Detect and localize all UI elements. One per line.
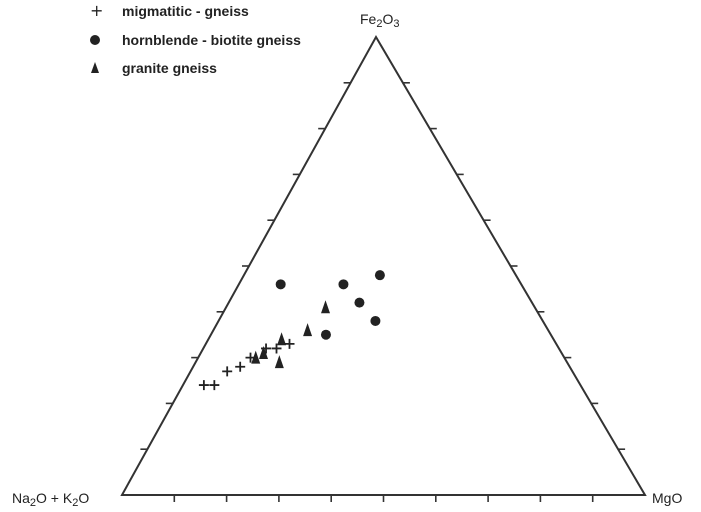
triangle-axes (120, 34, 647, 502)
circle-point (275, 279, 286, 290)
plus-point (222, 366, 233, 377)
circle-point (338, 279, 349, 290)
vertex-label-right: MgO (652, 490, 682, 506)
plus-point (235, 361, 246, 372)
triangle-point (274, 355, 284, 369)
circle-point (320, 329, 331, 340)
triangle-point (303, 323, 313, 337)
circle-point (374, 270, 385, 281)
legend-label-migmatitic: migmatitic - gneiss (122, 3, 249, 19)
plus-point (271, 343, 282, 354)
legend-item-granite: granite gneiss (91, 60, 217, 76)
triangle-point (277, 332, 287, 346)
vertex-labels: Fe2O3 Na2O + K2O MgO (12, 11, 682, 509)
legend-item-hornblende: hornblende - biotite gneiss (90, 32, 301, 48)
plus-icon: + (90, 1, 103, 20)
circle-icon (90, 35, 100, 45)
circle-point (354, 297, 365, 308)
plus-point (209, 380, 220, 391)
vertex-label-left: Na2O + K2O (12, 490, 89, 509)
data-points (198, 270, 385, 391)
plus-point (284, 338, 295, 349)
vertex-label-top: Fe2O3 (360, 11, 399, 30)
circle-point (370, 315, 381, 326)
legend-label-hornblende: hornblende - biotite gneiss (122, 32, 301, 48)
tick-marks (140, 82, 626, 502)
legend: + migmatitic - gneiss hornblende - bioti… (90, 1, 301, 76)
plus-point (198, 380, 209, 391)
ternary-triangle (120, 34, 647, 496)
legend-item-migmatitic: + migmatitic - gneiss (90, 1, 249, 20)
triangle-icon (91, 62, 99, 73)
triangle-point (251, 350, 261, 364)
triangle-point (259, 346, 268, 360)
legend-label-granite: granite gneiss (122, 60, 217, 76)
triangle-point (321, 300, 331, 314)
